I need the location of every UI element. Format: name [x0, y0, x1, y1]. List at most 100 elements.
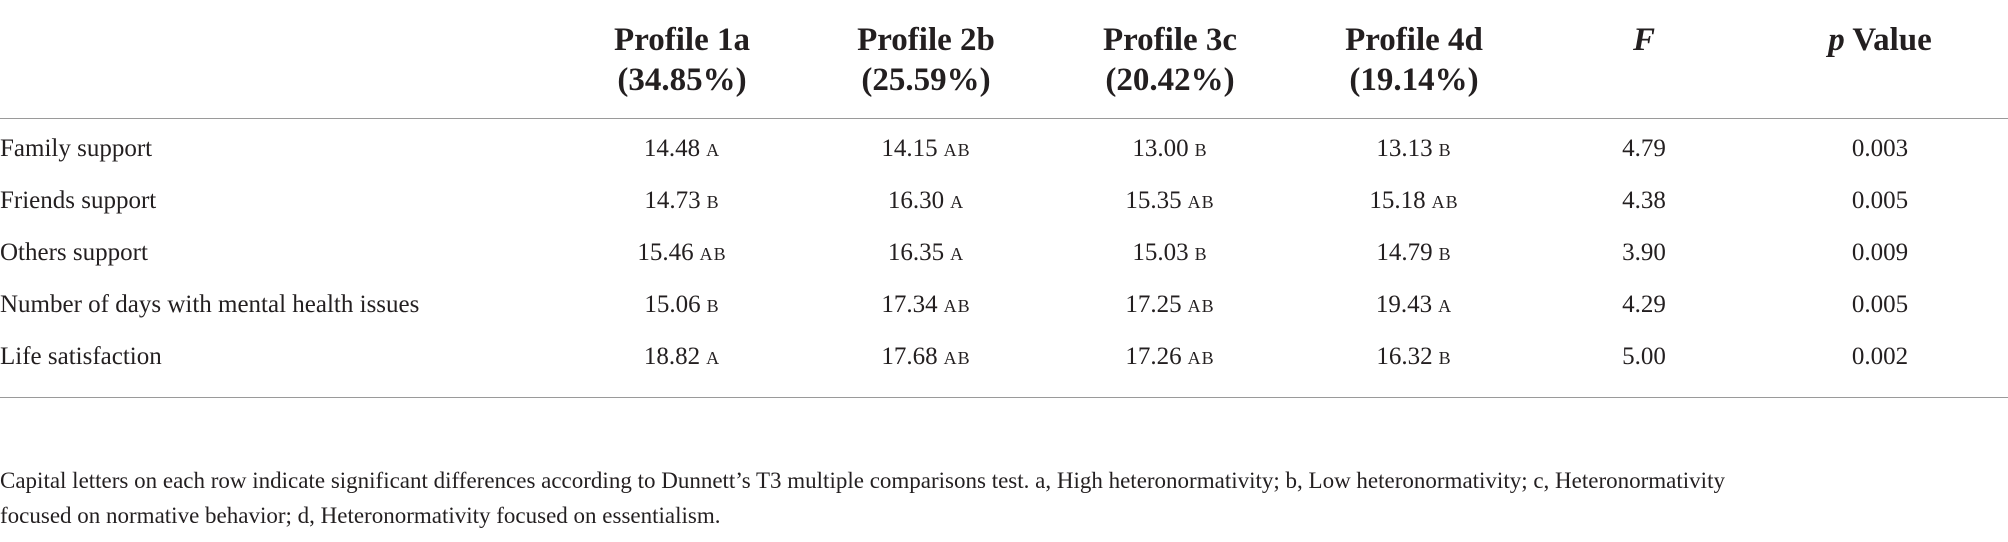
cell-group-letters: AB — [943, 343, 971, 370]
cell-group-letters: B — [1438, 343, 1452, 370]
table-cell: 13.00 B — [1048, 119, 1292, 176]
results-table: Profile 1a (34.85%) Profile 2b (25.59%) … — [0, 0, 2008, 398]
cell-group-letters: A — [950, 187, 965, 214]
header-profile-2-percent: (25.59%) — [861, 62, 991, 98]
cell-value: 17.25 — [1125, 291, 1182, 318]
cell-group-letters: AB — [1431, 187, 1459, 214]
row-label: Number of days with mental health issues — [0, 291, 420, 318]
cell-group-letters: B — [1194, 239, 1208, 266]
table-cell: 15.35 AB — [1048, 175, 1292, 227]
table-row: Number of days with mental health issues… — [0, 279, 2008, 331]
header-profile-3-percent: (20.42%) — [1105, 62, 1235, 98]
header-profile-3: Profile 3c (20.42%) — [1048, 0, 1292, 119]
table-cell: 16.35 A — [804, 227, 1048, 279]
results-table-container: Profile 1a (34.85%) Profile 2b (25.59%) … — [0, 0, 2008, 398]
header-p-italic: p — [1828, 22, 1845, 58]
cell-group-letters: AB — [1187, 187, 1215, 214]
header-f-statistic: F — [1536, 0, 1752, 119]
cell-group-letters: AB — [1187, 291, 1215, 318]
p-value: 0.009 — [1851, 239, 1909, 266]
cell-group-letters: B — [706, 187, 720, 214]
table-cell: 19.43 A — [1292, 279, 1536, 331]
header-profile-2-name: Profile 2b — [857, 22, 995, 58]
table-cell: 15.06 B — [560, 279, 804, 331]
footnote-line-1: Capital letters on each row indicate sig… — [0, 468, 1725, 493]
cell-group-letters: A — [950, 239, 965, 266]
cell-group-letters: B — [706, 291, 720, 318]
table-cell: 17.68 AB — [804, 331, 1048, 398]
table-row: Family support 14.48 A 14.15 AB 13.00 B 13.… — [0, 119, 2008, 176]
table-cell: 14.79 B — [1292, 227, 1536, 279]
f-value: 4.79 — [1622, 135, 1666, 162]
cell-value: 14.73 — [644, 187, 701, 214]
table-cell: 15.18 AB — [1292, 175, 1536, 227]
table-row: Friends support 14.73 B 16.30 A 15.35 AB 15… — [0, 175, 2008, 227]
header-profile-2: Profile 2b (25.59%) — [804, 0, 1048, 119]
row-label: Others support — [0, 239, 148, 266]
cell-group-letters: A — [1438, 291, 1453, 318]
header-profile-1: Profile 1a (34.85%) — [560, 0, 804, 119]
cell-group-letters: AB — [1187, 343, 1215, 370]
cell-value: 19.43 — [1375, 291, 1433, 318]
table-row: Life satisfaction 18.82 A 17.68 AB 17.26 AB… — [0, 331, 2008, 398]
cell-value: 14.79 — [1376, 239, 1433, 266]
cell-group-letters: AB — [943, 291, 971, 318]
cell-value: 15.35 — [1125, 187, 1182, 214]
table-cell: 15.03 B — [1048, 227, 1292, 279]
cell-value: 14.15 — [881, 135, 938, 162]
table-cell: 17.26 AB — [1048, 331, 1292, 398]
cell-value: 17.26 — [1125, 343, 1182, 370]
header-profile-4: Profile 4d (19.14%) — [1292, 0, 1536, 119]
table-cell: 16.30 A — [804, 175, 1048, 227]
table-cell: 17.25 AB — [1048, 279, 1292, 331]
cell-group-letters: AB — [699, 239, 727, 266]
f-value: 5.00 — [1536, 331, 1752, 398]
table-row: Others support 15.46 AB 16.35 A 15.03 B 14.… — [0, 227, 2008, 279]
cell-value: 18.82 — [643, 343, 701, 370]
f-value: 4.38 — [1622, 187, 1666, 214]
p-value: 0.002 — [1752, 331, 2008, 398]
cell-value: 17.68 — [881, 343, 938, 370]
cell-group-letters: A — [706, 343, 721, 370]
table-cell: 17.34 AB — [804, 279, 1048, 331]
cell-group-letters: B — [1438, 239, 1452, 266]
cell-value: 15.06 — [644, 291, 701, 318]
cell-value: 14.48 — [643, 135, 701, 162]
cell-group-letters: B — [1438, 135, 1452, 162]
header-profile-4-name: Profile 4d — [1345, 22, 1483, 58]
table-cell: 13.13 B — [1292, 119, 1536, 176]
row-label: Friends support — [0, 187, 157, 214]
p-value: 0.003 — [1851, 135, 1909, 162]
row-label: Family support — [0, 135, 153, 162]
header-profile-4-percent: (19.14%) — [1349, 62, 1479, 98]
cell-value: 16.30 — [887, 187, 945, 214]
table-cell: 16.32 B — [1292, 331, 1536, 398]
footnote-line-2: focused on normative behavior; d, Hetero… — [0, 503, 721, 528]
header-p-value: p Value — [1752, 0, 2008, 119]
table-cell: 14.15 AB — [804, 119, 1048, 176]
table-cell: 18.82 A — [560, 331, 804, 398]
header-p-rest: Value — [1844, 22, 1932, 58]
header-profile-1-name: Profile 1a — [614, 22, 750, 58]
f-value: 4.29 — [1622, 291, 1666, 318]
cell-group-letters: AB — [943, 135, 971, 162]
p-value: 0.005 — [1851, 291, 1909, 318]
header-profile-1-percent: (34.85%) — [617, 62, 747, 98]
table-cell: 14.73 B — [560, 175, 804, 227]
table-cell: 14.48 A — [560, 119, 804, 176]
table-cell: 15.46 AB — [560, 227, 804, 279]
cell-group-letters: B — [1194, 135, 1208, 162]
header-profile-3-name: Profile 3c — [1102, 22, 1238, 58]
header-row: Profile 1a (34.85%) Profile 2b (25.59%) … — [0, 0, 2008, 119]
cell-group-letters: A — [706, 135, 721, 162]
row-label: Life satisfaction — [0, 331, 560, 398]
cell-value: 15.46 — [637, 239, 694, 266]
cell-value: 15.18 — [1369, 187, 1426, 214]
f-value: 3.90 — [1622, 239, 1666, 266]
cell-value: 13.13 — [1376, 135, 1433, 162]
cell-value: 16.35 — [887, 239, 945, 266]
cell-value: 17.34 — [881, 291, 938, 318]
cell-value: 16.32 — [1376, 343, 1433, 370]
cell-value: 15.03 — [1132, 239, 1189, 266]
cell-value: 13.00 — [1132, 135, 1189, 162]
